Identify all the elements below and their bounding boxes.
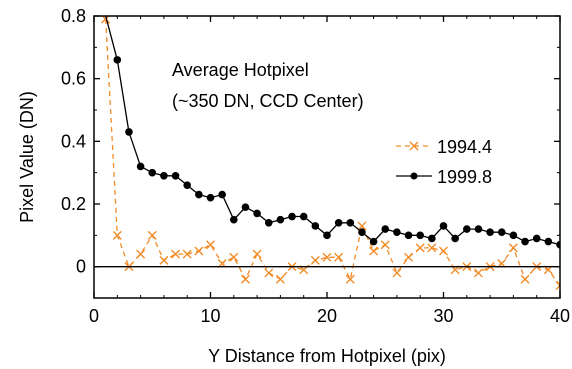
data-point-1999-8 bbox=[334, 219, 343, 227]
data-point-1999-8 bbox=[264, 219, 273, 227]
legend-item-1994-4: 1994.4 bbox=[396, 137, 492, 157]
data-point-1994-4 bbox=[357, 221, 367, 231]
data-point-1999-8 bbox=[299, 212, 308, 221]
data-point-1994-4 bbox=[194, 246, 204, 256]
data-point-1994-4 bbox=[252, 249, 262, 259]
data-point-1994-4 bbox=[369, 246, 379, 256]
x-tick-label: 10 bbox=[200, 306, 220, 326]
data-point-1999-8 bbox=[486, 228, 494, 236]
legend: 1994.4 1999.8 bbox=[396, 137, 492, 187]
data-point-1994-4 bbox=[345, 274, 355, 284]
data-point-1994-4 bbox=[147, 230, 157, 240]
y-tick-label: 0.2 bbox=[61, 194, 86, 214]
series-1999-8 bbox=[105, 16, 560, 249]
series-line-1999-8 bbox=[105, 16, 560, 246]
data-point-1999-8 bbox=[148, 168, 157, 177]
x-tick-label: 40 bbox=[550, 306, 570, 326]
data-point-1994-4 bbox=[206, 240, 215, 250]
data-point-1994-4 bbox=[555, 280, 560, 290]
data-point-1999-8 bbox=[521, 237, 529, 246]
data-point-1994-4 bbox=[136, 249, 146, 259]
data-point-1999-8 bbox=[323, 231, 331, 240]
data-point-1999-8 bbox=[183, 181, 191, 189]
legend-label-1994-4: 1994.4 bbox=[437, 137, 492, 157]
data-point-1994-4 bbox=[159, 255, 169, 265]
data-point-1999-8 bbox=[369, 237, 378, 246]
data-point-1999-8 bbox=[439, 222, 448, 230]
x-axis-label: Y Distance from Hotpixel (pix) bbox=[208, 346, 446, 366]
y-tick-label: 0.8 bbox=[61, 6, 86, 26]
data-point-1999-8 bbox=[556, 240, 560, 249]
annotation-line-2: (~350 DN, CCD Center) bbox=[172, 91, 364, 111]
series-line-1994-4 bbox=[105, 19, 560, 286]
data-point-1994-4 bbox=[427, 243, 437, 253]
data-point-1994-4 bbox=[404, 252, 414, 262]
data-point-1999-8 bbox=[544, 237, 553, 246]
x-tick-label: 0 bbox=[89, 306, 99, 326]
data-point-1994-4 bbox=[520, 274, 530, 284]
data-point-1994-4 bbox=[322, 252, 332, 262]
data-point-1999-8 bbox=[509, 231, 518, 240]
data-point-1994-4 bbox=[392, 268, 402, 278]
data-point-1999-8 bbox=[428, 234, 436, 243]
data-point-1999-8 bbox=[416, 231, 425, 240]
data-point-1999-8 bbox=[230, 215, 238, 224]
data-point-1994-4 bbox=[508, 243, 518, 253]
x-tick-label: 20 bbox=[317, 306, 337, 326]
data-point-1994-4 bbox=[171, 249, 181, 259]
legend-marker-1994-4 bbox=[409, 141, 419, 151]
data-point-1999-8 bbox=[393, 228, 401, 236]
y-axis-label: Pixel Value (DN) bbox=[17, 91, 37, 223]
data-point-1999-8 bbox=[451, 234, 459, 243]
data-point-1994-4 bbox=[112, 230, 122, 240]
y-tick-label: 0.4 bbox=[61, 131, 86, 151]
x-tick-label: 30 bbox=[433, 306, 453, 326]
axes-layer: 0 10 20 30 40 0 0.2 0.4 0.6 0.8 bbox=[61, 6, 570, 326]
data-point-1999-8 bbox=[160, 172, 168, 180]
data-point-1999-8 bbox=[171, 172, 180, 180]
data-point-1999-8 bbox=[381, 225, 390, 233]
data-point-1999-8 bbox=[253, 209, 261, 218]
legend-item-1999-8: 1999.8 bbox=[396, 167, 492, 187]
legend-marker-1999-8 bbox=[410, 172, 418, 180]
data-point-1999-8 bbox=[358, 228, 366, 236]
data-point-1994-4 bbox=[310, 255, 320, 265]
data-point-1994-4 bbox=[182, 249, 192, 259]
series-1994-4 bbox=[101, 16, 560, 290]
series-layer bbox=[101, 16, 560, 290]
y-tick-label: 0.6 bbox=[61, 69, 86, 89]
data-point-1999-8 bbox=[206, 193, 215, 202]
data-point-1999-8 bbox=[288, 212, 296, 221]
data-point-1999-8 bbox=[136, 162, 145, 171]
data-point-1999-8 bbox=[346, 219, 355, 227]
annotation-line-1: Average Hotpixel bbox=[172, 60, 309, 80]
data-point-1999-8 bbox=[497, 228, 506, 236]
data-point-1994-4 bbox=[229, 252, 239, 262]
data-point-1994-4 bbox=[473, 268, 483, 278]
data-point-1999-8 bbox=[195, 190, 203, 199]
data-point-1999-8 bbox=[404, 231, 413, 240]
data-point-1999-8 bbox=[218, 190, 226, 199]
data-point-1994-4 bbox=[275, 274, 285, 284]
data-point-1994-4 bbox=[439, 246, 448, 256]
data-point-1999-8 bbox=[474, 225, 483, 233]
data-point-1994-4 bbox=[415, 243, 425, 253]
data-point-1999-8 bbox=[276, 215, 285, 224]
data-point-1999-8 bbox=[241, 203, 250, 211]
data-point-1999-8 bbox=[532, 234, 541, 243]
plot-frame bbox=[93, 15, 561, 299]
data-point-1999-8 bbox=[113, 56, 122, 64]
data-point-1999-8 bbox=[311, 222, 320, 230]
data-point-1999-8 bbox=[463, 225, 471, 233]
data-point-1994-4 bbox=[264, 268, 274, 278]
data-point-1999-8 bbox=[125, 128, 133, 136]
y-tick-label: 0 bbox=[76, 257, 86, 277]
legend-label-1999-8: 1999.8 bbox=[437, 167, 492, 187]
data-point-1994-4 bbox=[334, 252, 344, 262]
data-point-1994-4 bbox=[240, 274, 250, 284]
data-point-1994-4 bbox=[380, 240, 390, 250]
